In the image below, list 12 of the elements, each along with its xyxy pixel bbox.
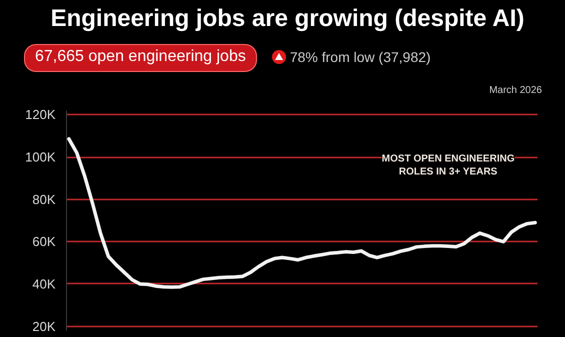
text: 78% from low (37,982) (288, 48, 431, 67)
text: 67,665 open engineering jobs (35, 47, 246, 67)
y-tick-label: 100K (25, 150, 56, 165)
annotation: MOST OPEN ENGINEERING ROLES IN 3+ YEARS (382, 154, 515, 178)
chart-title: Engineering jobs are growing (despite AI) (50, 5, 524, 33)
text: March 2026 (489, 85, 542, 97)
y-tick-label: 20K (32, 318, 56, 334)
line-series (67, 137, 537, 289)
y-tick-label: 80K (32, 192, 56, 207)
y-tick-label: 60K (32, 234, 56, 250)
y-tick-label: 40K (32, 276, 56, 292)
y-tick-label: 120K (25, 107, 56, 122)
